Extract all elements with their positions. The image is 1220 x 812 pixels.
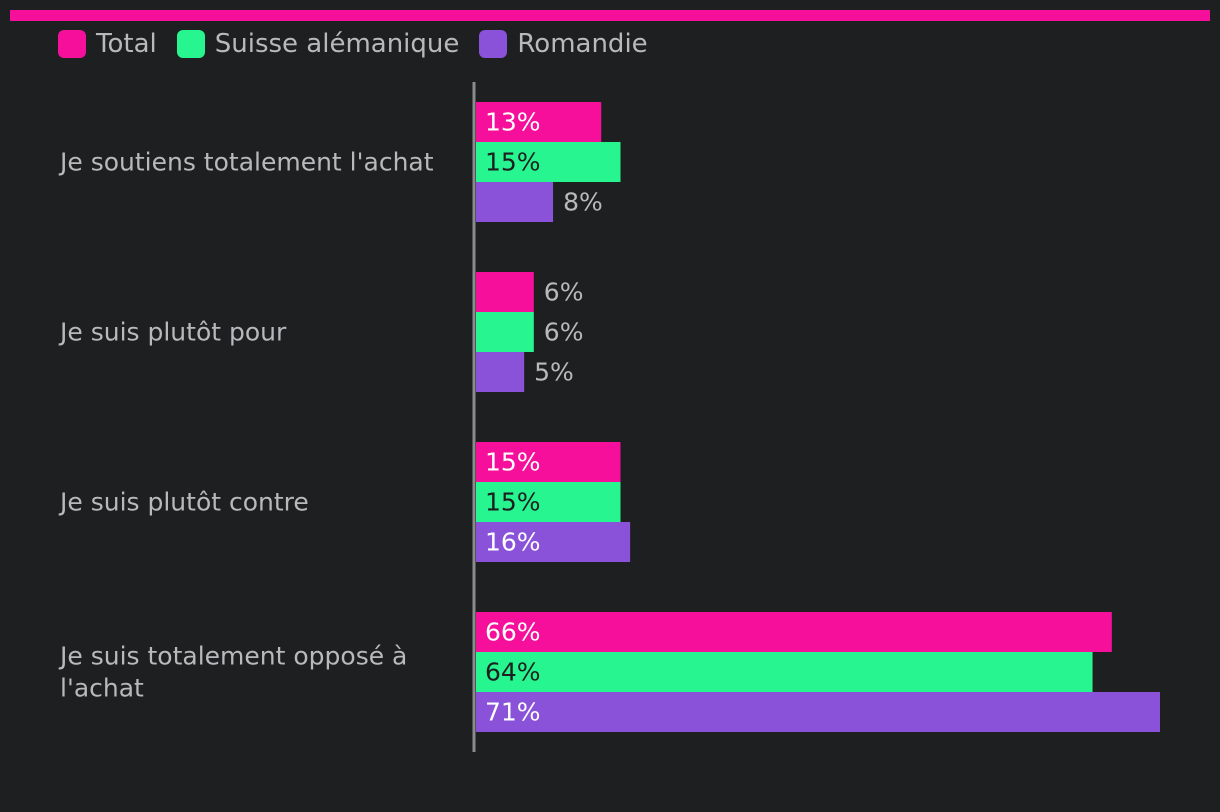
data-label: 5%: [534, 358, 574, 387]
legend-label-total: Total: [96, 29, 157, 59]
data-label: 15%: [485, 148, 541, 177]
chart-legend: Total Suisse alémanique Romandie: [58, 28, 668, 60]
bar: [476, 272, 534, 312]
legend-swatch-total: [58, 30, 86, 58]
bar: [476, 352, 525, 392]
legend-swatch-suisse-alemanique: [176, 30, 205, 58]
bar: [476, 612, 1112, 652]
category-label: Je suis totalement opposé à: [58, 642, 407, 671]
data-label: 8%: [563, 188, 603, 217]
bar: [476, 652, 1093, 692]
data-label: 66%: [485, 618, 541, 647]
legend-swatch-romandie: [479, 30, 508, 58]
category-label: l'achat: [60, 674, 144, 703]
data-label: 71%: [485, 698, 541, 727]
bar: [476, 102, 602, 142]
bar: [476, 442, 621, 482]
legend-item-total: Total: [58, 29, 157, 59]
legend-item-romandie: Romandie: [479, 29, 648, 59]
data-label: 6%: [544, 278, 584, 307]
bar: [476, 522, 631, 562]
data-label: 13%: [485, 108, 541, 137]
data-label: 16%: [485, 528, 541, 557]
bar: [476, 692, 1160, 732]
legend-item-suisse-alemanique: Suisse alémanique: [176, 29, 460, 59]
bar: [476, 182, 554, 222]
category-label: Je soutiens totalement l'achat: [58, 148, 434, 177]
category-label: Je suis plutôt contre: [58, 488, 309, 517]
data-label: 15%: [485, 488, 541, 517]
bar: [476, 482, 621, 522]
data-label: 15%: [485, 448, 541, 477]
accent-top-bar: [10, 10, 1210, 21]
data-label: 6%: [544, 318, 584, 347]
bar: [476, 312, 534, 352]
data-label: 64%: [485, 658, 541, 687]
bar: [476, 142, 621, 182]
legend-label-romandie: Romandie: [517, 29, 648, 59]
category-label: Je suis plutôt pour: [58, 318, 287, 347]
legend-label-suisse-alemanique: Suisse alémanique: [214, 29, 460, 59]
